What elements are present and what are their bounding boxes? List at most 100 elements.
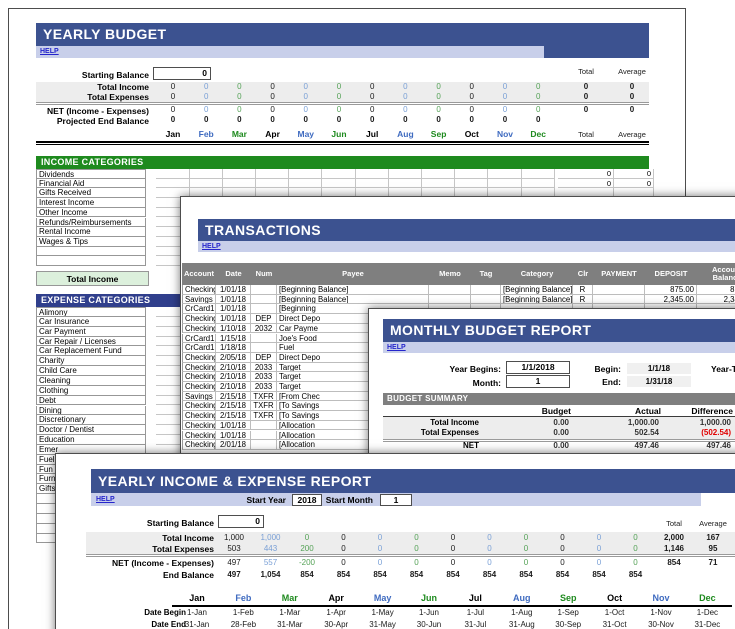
transaction-cell[interactable]: Checking: [182, 323, 216, 334]
income-category-row[interactable]: Refunds/Reimbursements: [36, 217, 146, 228]
transaction-cell[interactable]: 1/18/18: [216, 343, 251, 353]
transaction-cell[interactable]: 2033: [251, 382, 277, 392]
transaction-cell[interactable]: [251, 304, 277, 315]
transaction-cell[interactable]: Checking: [182, 411, 216, 421]
grid-cell[interactable]: [156, 178, 190, 189]
transaction-cell[interactable]: Savings: [182, 391, 216, 402]
transaction-cell[interactable]: Checking: [182, 352, 216, 363]
transaction-cell[interactable]: 2,345.00: [697, 294, 735, 305]
income-category-row[interactable]: Rental Income: [36, 227, 146, 237]
grid-cell[interactable]: [256, 178, 290, 189]
transaction-cell[interactable]: Checking: [182, 401, 216, 412]
start-month-input[interactable]: 1: [380, 494, 412, 506]
expense-category-row[interactable]: Alimony: [36, 307, 146, 317]
transaction-cell[interactable]: [429, 294, 471, 305]
start-year-input[interactable]: 2018: [292, 494, 322, 506]
transaction-cell[interactable]: Checking: [182, 285, 216, 295]
grid-cell[interactable]: [455, 169, 489, 179]
transaction-cell[interactable]: Savings: [182, 294, 216, 305]
grid-cell[interactable]: [156, 188, 190, 199]
transaction-cell[interactable]: TXFR: [251, 391, 277, 402]
expense-category-row[interactable]: Debt: [36, 395, 146, 406]
transaction-cell[interactable]: 2,345.00: [645, 294, 697, 305]
transaction-cell[interactable]: [Beginning Balance]: [501, 294, 573, 305]
expense-category-row[interactable]: Dining: [36, 405, 146, 416]
grid-cell[interactable]: [422, 178, 456, 189]
grid-cell[interactable]: [322, 169, 356, 179]
transaction-cell[interactable]: 1/01/18: [216, 304, 251, 315]
transaction-cell[interactable]: [429, 285, 471, 295]
transaction-cell[interactable]: 2/10/18: [216, 372, 251, 382]
transaction-cell[interactable]: 2032: [251, 323, 277, 334]
grid-cell[interactable]: [488, 169, 522, 179]
transaction-cell[interactable]: [251, 440, 277, 450]
transaction-cell[interactable]: [Beginning Balance]: [277, 294, 429, 305]
expense-category-row[interactable]: Charity: [36, 356, 146, 367]
transaction-cell[interactable]: [Beginning Balance]: [501, 285, 573, 295]
income-category-row[interactable]: Interest Income: [36, 198, 146, 208]
grid-cell[interactable]: [388, 169, 422, 179]
transaction-cell[interactable]: R: [573, 294, 593, 305]
income-category-row[interactable]: Gifts Received: [36, 188, 146, 199]
expense-category-row[interactable]: Education: [36, 435, 146, 445]
grid-cell[interactable]: [521, 169, 555, 179]
grid-cell[interactable]: [455, 178, 489, 189]
grid-cell[interactable]: [222, 169, 256, 179]
transaction-cell[interactable]: DEP: [251, 352, 277, 363]
transaction-cell[interactable]: [593, 294, 645, 305]
expense-category-row[interactable]: Discretionary: [36, 415, 146, 426]
transaction-cell[interactable]: 2/15/18: [216, 391, 251, 402]
income-category-row[interactable]: Financial Aid: [36, 178, 146, 189]
help-link[interactable]: HELP: [96, 496, 115, 503]
transaction-cell[interactable]: [251, 420, 277, 431]
transaction-cell[interactable]: [Beginning Balance]: [277, 285, 429, 295]
transaction-cell[interactable]: 1/01/18: [216, 294, 251, 305]
grid-cell[interactable]: [222, 178, 256, 189]
expense-category-row[interactable]: Cleaning: [36, 375, 146, 386]
transaction-cell[interactable]: Checking: [182, 440, 216, 450]
transaction-cell[interactable]: [471, 294, 501, 305]
grid-cell[interactable]: [156, 169, 190, 179]
transaction-cell[interactable]: 2/15/18: [216, 411, 251, 421]
transaction-cell[interactable]: 1/15/18: [216, 333, 251, 344]
help-link[interactable]: HELP: [387, 344, 406, 351]
starting-balance-input[interactable]: 0: [153, 67, 211, 80]
transaction-cell[interactable]: [471, 285, 501, 295]
month-input[interactable]: 1: [506, 375, 570, 388]
grid-cell[interactable]: [289, 169, 323, 179]
transaction-cell[interactable]: 2033: [251, 362, 277, 373]
transaction-cell[interactable]: [251, 343, 277, 353]
expense-category-row[interactable]: Clothing: [36, 385, 146, 396]
transaction-cell[interactable]: 875.00: [697, 285, 735, 295]
transaction-cell[interactable]: Checking: [182, 420, 216, 431]
starting-balance-input[interactable]: 0: [218, 515, 264, 528]
transaction-cell[interactable]: [251, 430, 277, 441]
transaction-cell[interactable]: [593, 285, 645, 295]
grid-cell[interactable]: [256, 169, 290, 179]
income-category-row[interactable]: Wages & Tips: [36, 236, 146, 247]
grid-cell[interactable]: [355, 178, 389, 189]
transaction-cell[interactable]: 1/01/18: [216, 285, 251, 295]
transaction-cell[interactable]: Checking: [182, 430, 216, 441]
income-category-row[interactable]: Other Income: [36, 207, 146, 218]
transaction-cell[interactable]: 2/15/18: [216, 401, 251, 412]
transaction-cell[interactable]: 875.00: [645, 285, 697, 295]
expense-category-row[interactable]: Doctor / Dentist: [36, 425, 146, 436]
transaction-cell[interactable]: [251, 285, 277, 295]
grid-cell[interactable]: [189, 178, 223, 189]
transaction-cell[interactable]: Checking: [182, 362, 216, 373]
expense-category-row[interactable]: Car Insurance: [36, 316, 146, 327]
transaction-cell[interactable]: CrCard1: [182, 333, 216, 344]
transaction-cell[interactable]: 1/01/18: [216, 420, 251, 431]
help-link[interactable]: HELP: [40, 48, 59, 55]
transaction-cell[interactable]: 2/10/18: [216, 362, 251, 373]
income-category-row[interactable]: [36, 246, 146, 257]
transaction-cell[interactable]: 1/01/18: [216, 314, 251, 324]
year-begins-input[interactable]: 1/1/2018: [506, 361, 570, 374]
grid-cell[interactable]: [322, 178, 356, 189]
transaction-cell[interactable]: Checking: [182, 382, 216, 392]
transaction-cell[interactable]: 2/10/18: [216, 382, 251, 392]
transaction-cell[interactable]: CrCard1: [182, 304, 216, 315]
transaction-cell[interactable]: CrCard1: [182, 343, 216, 353]
transaction-cell[interactable]: TXFR: [251, 411, 277, 421]
